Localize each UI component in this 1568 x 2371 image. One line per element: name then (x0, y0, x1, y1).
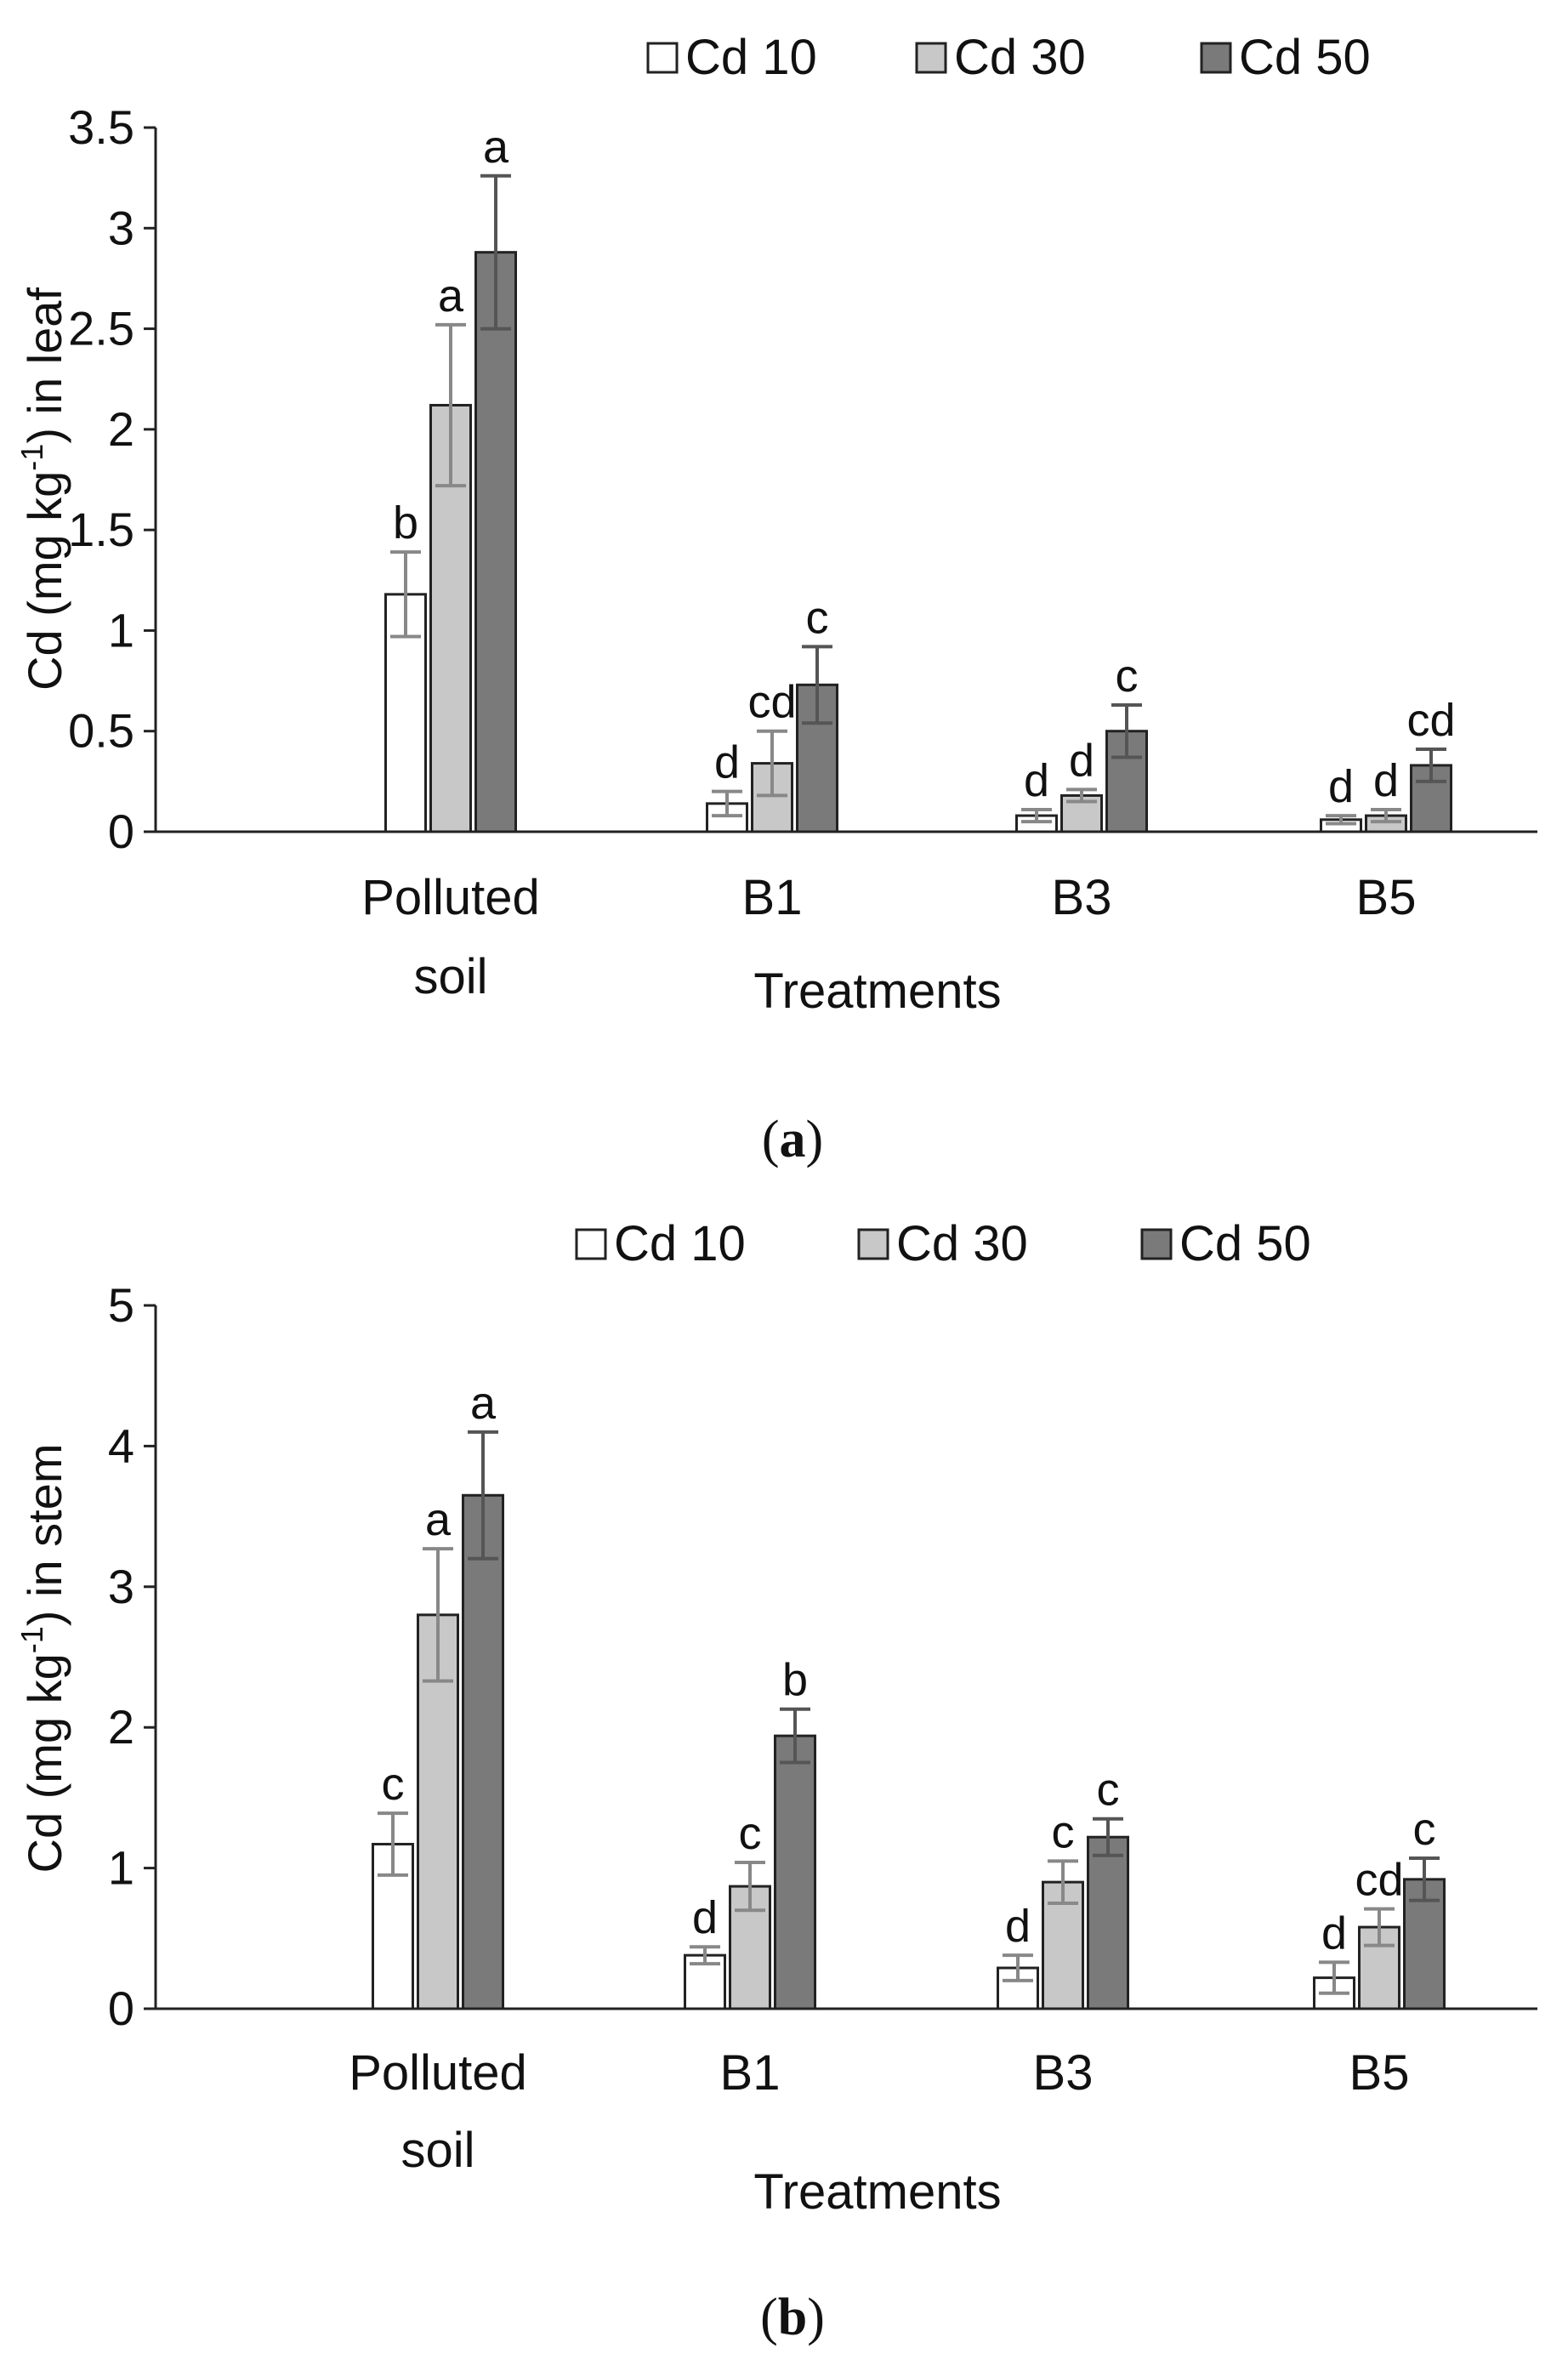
legend-swatch-2 (915, 42, 947, 74)
x-tick-label: B5 (1349, 2045, 1410, 2101)
y-tick-label: 2 (108, 1700, 134, 1754)
y-tick-label: 1 (108, 1841, 134, 1895)
chart-panel-b: Cd 10 Cd 30 Cd 50 0 1 2 3 4 5 Cd (mg kg-1) in ste… (14, 1216, 1537, 2346)
significance-letter: c (1116, 651, 1139, 702)
significance-letter: d (1321, 1908, 1347, 1959)
bar-cd-30 (429, 403, 472, 833)
panel-label-paren: ) (806, 1111, 824, 1168)
legend-label: Cd 10 (614, 1216, 746, 1271)
significance-letter: c (1052, 1806, 1075, 1857)
y-tick-label: 2 (108, 402, 134, 456)
y-tick-label: 3 (108, 201, 134, 254)
legend-swatch-1 (646, 42, 679, 74)
legend-swatch-3 (1140, 1228, 1173, 1260)
x-tick-label: B1 (742, 870, 803, 925)
bar-cd-50 (462, 1493, 504, 2010)
panel-label-letter: a (780, 1111, 806, 1168)
y-axis-title: Cd (mg kg-1) in stem (14, 1443, 71, 1873)
y-axis-title-superscript: -1 (14, 444, 49, 471)
significance-letter: b (393, 498, 418, 549)
y-tick-label: 1 (108, 603, 134, 657)
panel-label-paren: ( (762, 1111, 780, 1168)
significance-letter: a (483, 122, 509, 173)
x-tick-label: B3 (1052, 870, 1112, 925)
x-axis-title: Treatments (753, 964, 1001, 1019)
legend-swatch-2 (857, 1228, 889, 1260)
legend-label: Cd 50 (1179, 1216, 1311, 1271)
panel-label-paren: ) (807, 2289, 825, 2346)
x-axis-title: Treatments (753, 2164, 1001, 2220)
legend: Cd 10 Cd 30 Cd 50 (575, 1216, 1311, 1271)
significance-letter: d (1328, 761, 1354, 812)
significance-letter: c (806, 592, 829, 643)
legend-label: Cd 30 (954, 30, 1086, 85)
x-tick-label: B3 (1033, 2045, 1094, 2101)
y-tick-label: 1.5 (68, 503, 134, 556)
significance-letter: d (1373, 755, 1399, 806)
significance-letter: cd (1355, 1855, 1403, 1906)
legend-swatch-1 (575, 1228, 607, 1260)
x-tick-label: soil (401, 2123, 474, 2178)
bar-cd-30 (1358, 1925, 1400, 2010)
x-tick-label: Polluted (361, 870, 540, 925)
y-axis-title-part: ) in leaf (18, 287, 71, 444)
significance-letter: c (739, 1808, 762, 1859)
significance-letter: d (714, 737, 740, 788)
significance-letter: cd (747, 677, 796, 728)
panel-label: (a) (762, 1111, 823, 1168)
y-axis-title-part: ) in stem (18, 1443, 71, 1626)
y-axis-title-part: Cd (mg kg (18, 471, 71, 691)
bar-cd-50 (1087, 1835, 1129, 2010)
y-tick-label: 5 (108, 1278, 134, 1332)
legend-label: Cd 50 (1239, 30, 1371, 85)
panel-label-paren: ( (760, 2289, 778, 2346)
x-tick-label: B5 (1356, 870, 1417, 925)
y-tick-label: 2.5 (68, 302, 134, 355)
y-tick-label: 3.5 (68, 100, 134, 154)
legend-label: Cd 30 (896, 1216, 1028, 1271)
significance-letter: a (425, 1494, 452, 1545)
legend: Cd 10 Cd 30 Cd 50 (646, 30, 1371, 85)
chart-panel-a: Cd 10 Cd 30 Cd 50 0 0.5 1 1.5 2 2.5 3 3.5 Cd (mg kg… (14, 30, 1537, 1168)
significance-letter: c (382, 1759, 405, 1810)
x-tick-label: B1 (720, 2045, 781, 2101)
bar-cd-50 (474, 251, 517, 833)
y-tick-label: 0.5 (68, 704, 134, 758)
significance-letter: d (692, 1892, 718, 1943)
bar-cd-50 (774, 1734, 816, 2010)
y-axis-title-superscript: -1 (14, 1626, 49, 1653)
panel-label-letter: b (778, 2289, 807, 2346)
significance-letter: a (438, 270, 464, 321)
significance-letter: cd (1406, 695, 1455, 746)
significance-letter: a (470, 1378, 497, 1429)
significance-letter: d (1069, 735, 1094, 786)
significance-letter: d (1005, 1901, 1031, 1952)
y-axis-title: Cd (mg kg-1) in leaf (14, 287, 71, 691)
significance-letter: b (782, 1655, 808, 1706)
x-tick-label: Polluted (349, 2045, 527, 2101)
panel-label: (b) (760, 2289, 825, 2346)
y-axis-title-part: Cd (mg kg (18, 1653, 71, 1873)
y-tick-label: 3 (108, 1560, 134, 1613)
significance-letter: c (1097, 1765, 1120, 1816)
y-tick-label: 4 (108, 1419, 134, 1472)
legend-swatch-3 (1200, 42, 1232, 74)
x-tick-label: soil (413, 949, 487, 1004)
y-tick-label: 0 (108, 805, 134, 858)
significance-letter: c (1413, 1804, 1436, 1855)
y-tick-label: 0 (108, 1982, 134, 2035)
significance-letter: d (1024, 755, 1049, 806)
legend-label: Cd 10 (685, 30, 817, 85)
